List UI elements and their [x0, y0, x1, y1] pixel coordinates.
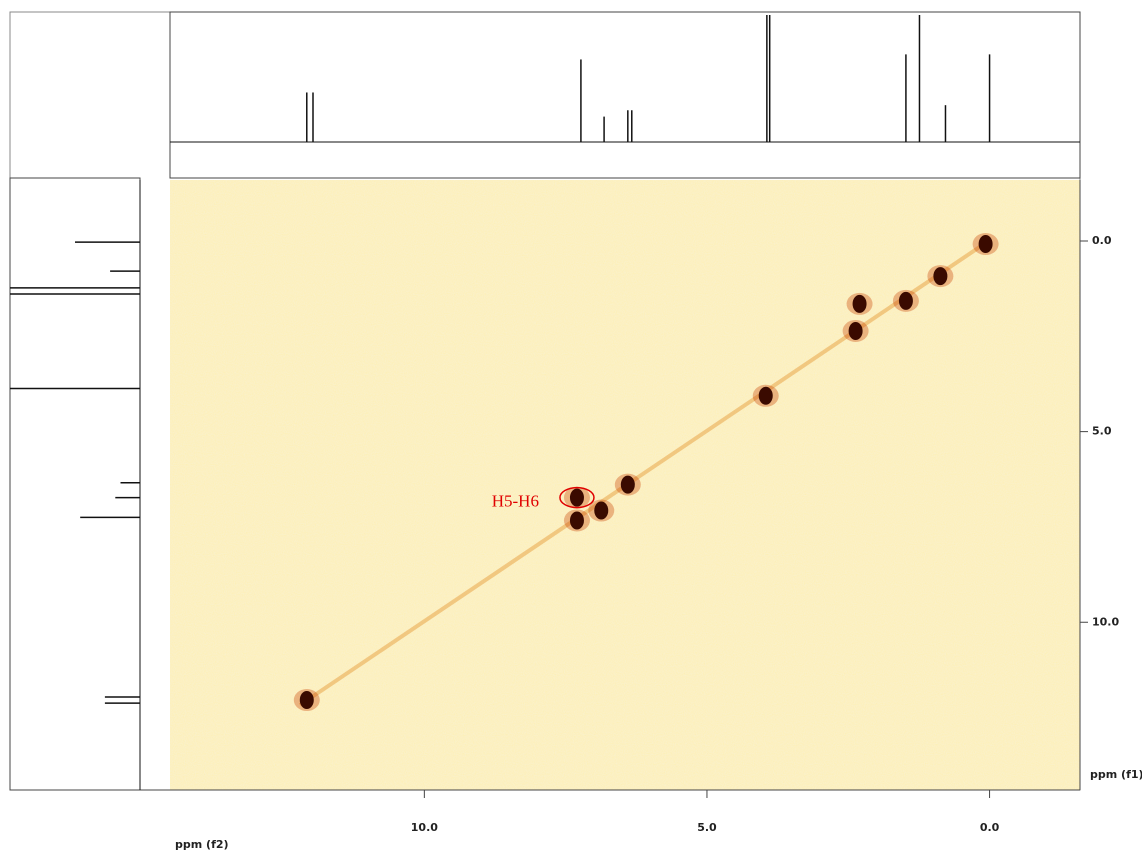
cross-peak — [852, 294, 867, 313]
cross-peak — [898, 291, 913, 310]
diagonal — [298, 238, 992, 707]
cross-peak — [933, 267, 948, 286]
cross-peak — [620, 475, 635, 494]
left-frame — [9, 177, 141, 791]
x-tick-label: 5.0 — [697, 821, 717, 834]
cross-peak — [299, 691, 314, 710]
annotation-circle — [559, 486, 595, 509]
cross-peak — [848, 321, 863, 340]
x-tick-label: 10.0 — [411, 821, 438, 834]
y-axis-label: ppm (f1) — [1090, 768, 1142, 781]
top-frame — [169, 11, 1081, 179]
cross-peak — [594, 501, 609, 520]
y-tick-label: 0.0 — [1092, 234, 1112, 247]
y-tick-label: 5.0 — [1092, 425, 1112, 438]
x-axis-label: ppm (f2) — [175, 838, 229, 851]
cross-peak — [569, 511, 584, 530]
x-tick-label: 0.0 — [980, 821, 1000, 834]
cross-peak — [569, 488, 584, 507]
y-tick-label: 10.0 — [1092, 615, 1119, 628]
cross-peak — [978, 235, 993, 254]
annotation: H5-H6 — [492, 491, 539, 510]
cross-peak — [758, 386, 773, 405]
